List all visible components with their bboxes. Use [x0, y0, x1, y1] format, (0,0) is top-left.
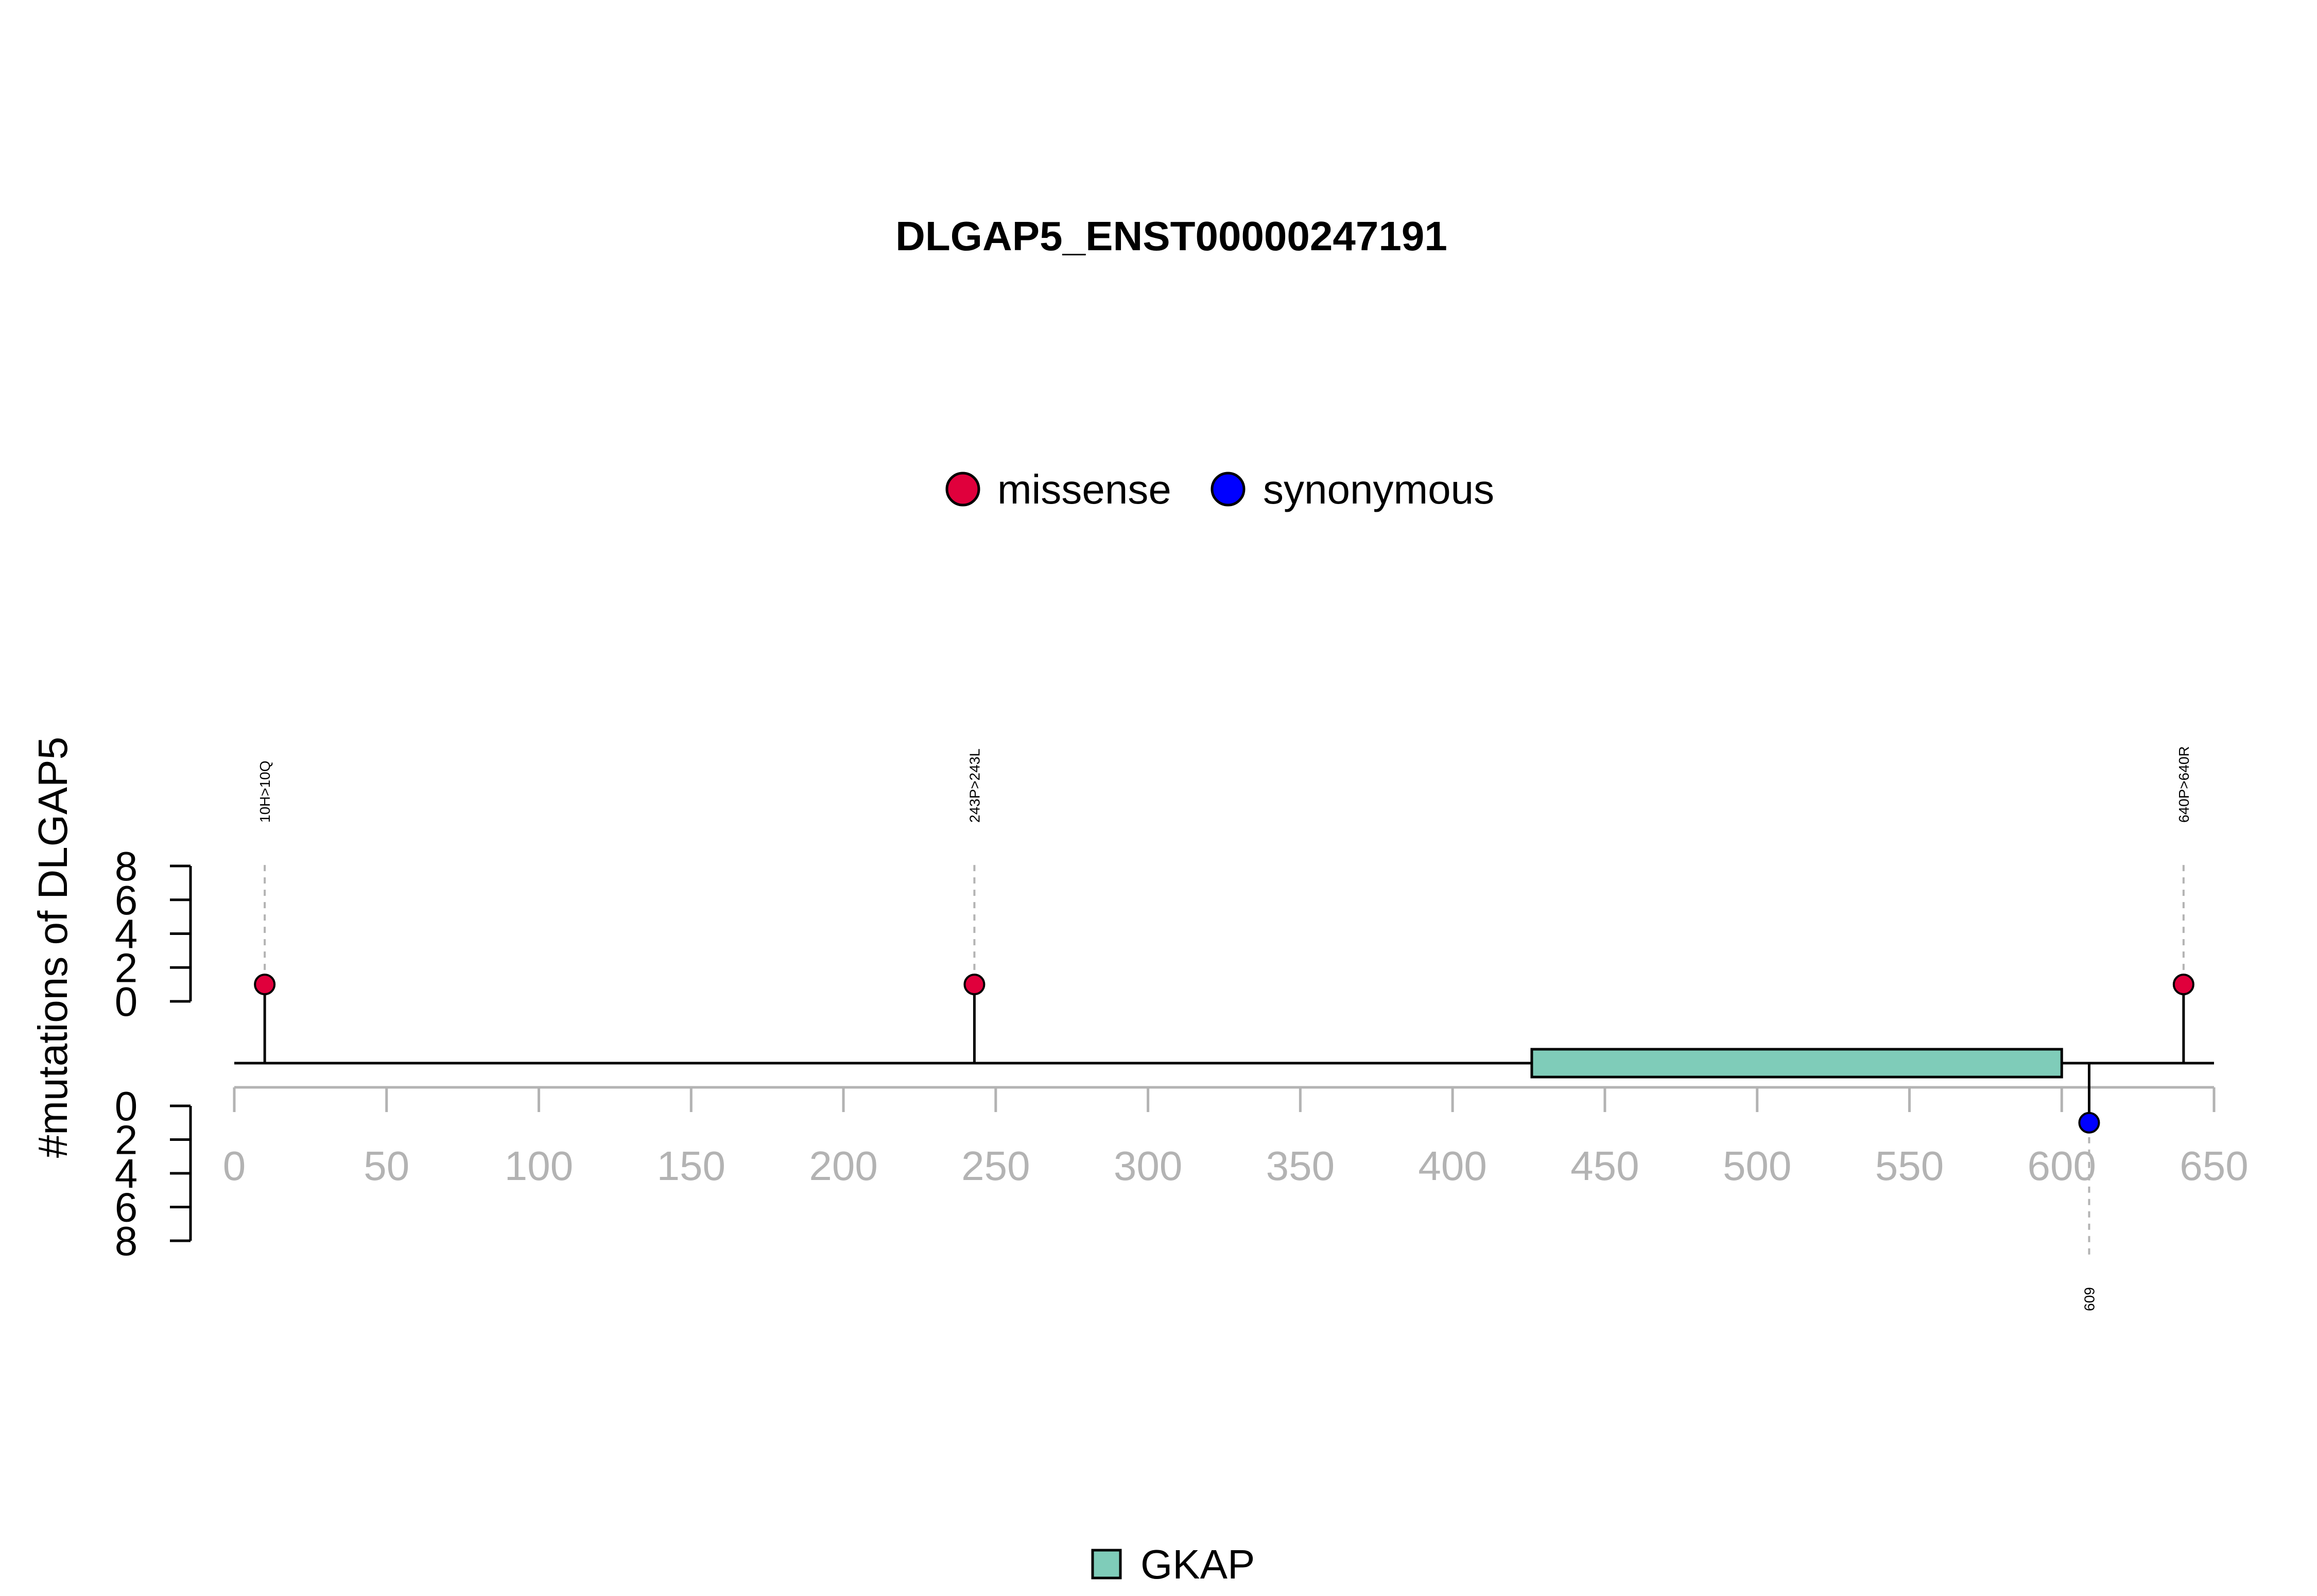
- mutation-label: 243P>243L: [966, 749, 982, 823]
- mutation-point: [254, 974, 276, 996]
- domain-legend-swatch: [1091, 1549, 1122, 1580]
- lower-y-tick-label: 2: [115, 1117, 138, 1163]
- mutation-point: [963, 974, 985, 996]
- x-tick-label: 50: [364, 1143, 409, 1189]
- legend-label-missense: missense: [997, 466, 1171, 512]
- x-tick-label: 500: [1723, 1143, 1791, 1189]
- domains: [1530, 1048, 2063, 1079]
- x-tick-label: 250: [961, 1143, 1030, 1189]
- mutation-label: 10H>10Q: [257, 760, 273, 823]
- lower-y-tick-label: 6: [115, 1185, 138, 1230]
- domain-legend: GKAP: [1091, 1541, 1255, 1587]
- x-tick-label: 200: [809, 1143, 877, 1189]
- domain-GKAP: [1530, 1048, 2063, 1079]
- x-tick-label: 400: [1418, 1143, 1486, 1189]
- mutation-label: 609: [2081, 1287, 2097, 1311]
- upper-y-tick-label: 0: [115, 979, 138, 1025]
- x-tick-label: 350: [1266, 1143, 1335, 1189]
- x-tick-label: 600: [2027, 1143, 2096, 1189]
- lower-y-tick-label: 4: [115, 1151, 138, 1196]
- x-tick-label: 300: [1114, 1143, 1182, 1189]
- x-tick-label: 150: [657, 1143, 725, 1189]
- lower-y-tick-label: 0: [115, 1083, 138, 1129]
- legend-label-synonymous: synonymous: [1263, 466, 1494, 512]
- lower-y-tick-label: 8: [115, 1218, 138, 1264]
- legend-marker-synonymous: [1211, 472, 1246, 507]
- mutation-point: [2172, 974, 2194, 996]
- x-tick-label: 100: [505, 1143, 573, 1189]
- y-axis-label: #mutations of DLGAP5: [30, 737, 76, 1158]
- mutation-point: [2078, 1112, 2100, 1134]
- mutation-label: 640P>640R: [2176, 746, 2192, 823]
- domain-legend-label: GKAP: [1140, 1541, 1255, 1587]
- upper-y-tick-label: 4: [115, 911, 138, 957]
- x-axis: 0 50 100 150 200 250 300 350 400 450 500 550 600 650: [223, 1086, 2249, 1189]
- chart-title: DLGAP5_ENST00000247191: [895, 213, 1447, 259]
- legend: missense synonymous: [945, 466, 1494, 512]
- x-tick-label: 0: [223, 1143, 246, 1189]
- upper-y-tick-label: 6: [115, 877, 138, 923]
- upper-y-tick-label: 2: [115, 945, 138, 991]
- x-tick-label: 450: [1570, 1143, 1639, 1189]
- upper-y-tick-label: 8: [115, 843, 138, 889]
- x-tick-label: 550: [1875, 1143, 1944, 1189]
- legend-marker-missense: [945, 472, 980, 507]
- mutations: 10H>10Q 243P>243L 640P>640R 609: [254, 746, 2194, 1311]
- x-tick-label: 650: [2180, 1143, 2248, 1189]
